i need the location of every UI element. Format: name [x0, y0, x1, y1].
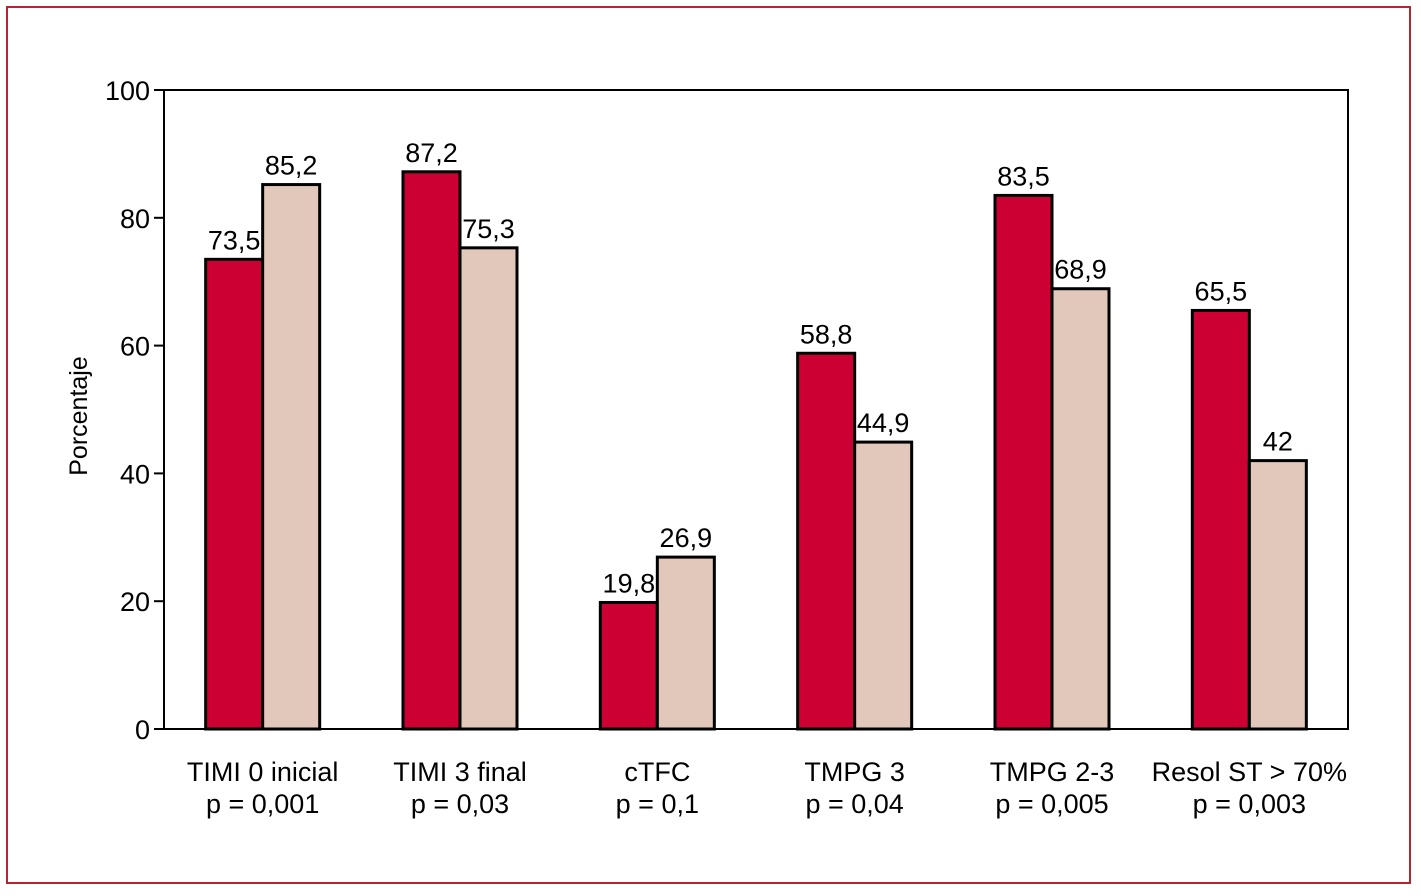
data-label: 85,2: [265, 151, 318, 181]
data-label: 42: [1263, 427, 1293, 457]
y-axis-title: Porcentaje: [65, 356, 93, 476]
data-label: 87,2: [405, 138, 458, 168]
x-tick-pvalue: p = 0,03: [411, 789, 509, 819]
plot-area-frame: [163, 89, 1349, 730]
y-tick-label: 80: [120, 204, 150, 234]
y-axis: 0 20 40 60 80 100: [105, 76, 164, 745]
x-tick-label: TIMI 0 inicial: [187, 757, 339, 787]
x-tick-label: Resol ST > 70%: [1152, 757, 1347, 787]
x-tick-pvalue: p = 0,001: [206, 789, 319, 819]
x-tick-pvalue: p = 0,005: [995, 789, 1108, 819]
bar-ctfc-s2: [655, 555, 716, 731]
data-labels-layer: 73,5 85,2 87,2 75,3 19,826,9 58,8 44,9 83,5 68,9…: [208, 138, 1293, 599]
y-tick-label: 60: [120, 332, 150, 362]
x-tick-label: TMPG 3: [804, 757, 905, 787]
y-tick-label: 20: [120, 587, 150, 617]
data-label: 65,5: [1195, 276, 1248, 306]
bar-resol-st-70--s1: [1190, 308, 1251, 731]
data-label: 83,5: [997, 161, 1050, 191]
data-label: 73,5: [208, 225, 261, 255]
data-label: 68,9: [1054, 255, 1107, 285]
bar-timi-0-inicial-s2: [261, 183, 322, 731]
x-tick-pvalue: p = 0,04: [805, 789, 903, 819]
bar-timi-3-final-s2: [458, 246, 519, 731]
x-tick-label: TIMI 3 final: [393, 757, 527, 787]
data-label: 75,3: [462, 214, 515, 244]
data-label: 19,8: [603, 568, 656, 598]
data-label: 44,9: [857, 408, 910, 438]
bar-tmpg-2-3-s1: [993, 193, 1054, 731]
bar-tmpg-2-3-s2: [1050, 287, 1111, 731]
x-tick-label: cTFC: [624, 757, 690, 787]
data-label: 26,9: [660, 523, 713, 553]
x-tick-pvalue: p = 0,003: [1193, 789, 1306, 819]
bar-timi-3-final-s1: [401, 170, 462, 731]
bar-ctfc-s1: [598, 600, 659, 731]
data-label: 58,8: [800, 319, 853, 349]
x-tick-label: TMPG 2-3: [990, 757, 1115, 787]
x-tick-pvalue: p = 0,1: [616, 789, 699, 819]
bar-tmpg-3-s2: [853, 440, 914, 731]
bar-tmpg-3-s1: [796, 351, 857, 731]
bars-layer: [204, 170, 1308, 731]
y-tick-label: 40: [120, 459, 150, 489]
bar-timi-0-inicial-s1: [204, 257, 265, 731]
bar-resol-st-70--s2: [1247, 459, 1308, 731]
y-tick-label: 100: [105, 76, 150, 106]
y-tick-label: 0: [135, 715, 150, 745]
